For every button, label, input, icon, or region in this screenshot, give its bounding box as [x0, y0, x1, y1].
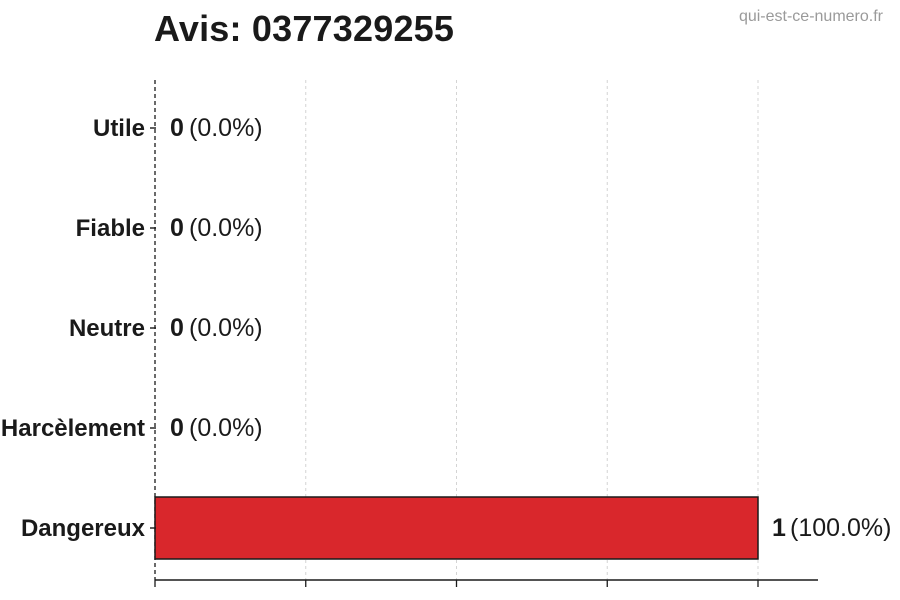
svg-text:0: 0: [170, 214, 184, 242]
svg-text:(0.0%): (0.0%): [189, 214, 263, 242]
svg-text:0: 0: [170, 114, 184, 142]
svg-text:Dangereux: Dangereux: [21, 515, 146, 542]
svg-text:(100.0%): (100.0%): [790, 514, 891, 542]
svg-text:Neutre: Neutre: [69, 315, 145, 342]
svg-text:Harcèlement: Harcèlement: [1, 415, 145, 442]
svg-text:(0.0%): (0.0%): [189, 314, 263, 342]
svg-text:(0.0%): (0.0%): [189, 114, 263, 142]
svg-text:1: 1: [772, 514, 786, 542]
svg-text:0: 0: [170, 414, 184, 442]
svg-text:0: 0: [170, 314, 184, 342]
svg-text:Fiable: Fiable: [76, 215, 145, 242]
svg-text:(0.0%): (0.0%): [189, 414, 263, 442]
svg-text:Utile: Utile: [93, 115, 145, 142]
